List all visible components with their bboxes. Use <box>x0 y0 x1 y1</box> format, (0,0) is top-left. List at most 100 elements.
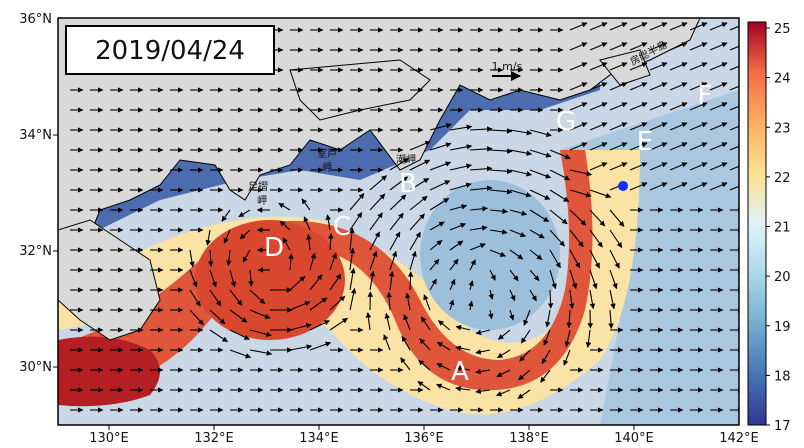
current-vector-arrow <box>289 275 306 291</box>
current-vector-arrow <box>389 231 401 251</box>
place-ashizuri: 足摺 <box>248 180 268 193</box>
current-vector-arrow <box>389 194 407 211</box>
current-vector-arrow <box>409 213 425 231</box>
current-vector-arrow <box>475 388 491 394</box>
current-vector-arrow <box>420 316 431 331</box>
current-vector-arrow <box>549 169 571 181</box>
current-vector-arrow <box>589 209 606 227</box>
current-vector-arrow <box>369 250 378 271</box>
current-vector-arrow <box>384 312 391 331</box>
current-vector-arrow <box>389 176 409 191</box>
current-vector-arrow <box>523 309 531 326</box>
current-vector-arrow <box>529 249 543 261</box>
current-vector-arrow <box>689 82 708 91</box>
current-vector-arrow <box>488 289 494 300</box>
date-label: 2019/04/24 <box>95 36 245 66</box>
region-letter-f: F <box>698 81 713 111</box>
current-vector-arrow <box>549 269 557 290</box>
colorbar-tick-label: 24 <box>774 72 791 87</box>
current-vector-arrow <box>589 229 603 248</box>
current-vector-arrow <box>509 229 527 237</box>
current-vector-arrow <box>309 252 317 271</box>
current-vector-arrow <box>189 249 195 268</box>
current-vector-arrow <box>709 82 728 91</box>
current-vector-arrow <box>709 182 728 191</box>
current-vector-arrow <box>301 198 311 211</box>
current-vector-arrow <box>429 278 437 291</box>
current-vector-arrow <box>649 162 668 171</box>
current-vector-arrow <box>419 338 431 351</box>
current-vector-arrow <box>289 323 312 331</box>
current-vector-arrow <box>449 299 455 311</box>
current-vector-arrow <box>469 225 488 231</box>
current-vector-arrow <box>509 149 533 156</box>
colorbar-tick-label: 25 <box>774 22 791 37</box>
current-vector-arrow <box>709 162 728 171</box>
current-vector-arrow <box>529 149 552 158</box>
current-vector-arrow <box>436 383 451 391</box>
region-letter-b: B <box>399 169 417 199</box>
current-vector-arrow <box>549 189 570 203</box>
current-vector-arrow <box>386 291 392 311</box>
current-vector-arrow <box>436 363 451 371</box>
current-vector-arrow <box>609 142 628 151</box>
current-vector-arrow <box>569 189 592 198</box>
current-vector-arrow <box>208 249 214 267</box>
x-tick-label: 140°E <box>614 431 654 446</box>
current-vector-arrow <box>669 142 688 151</box>
current-vector-arrow <box>497 349 511 359</box>
current-vector-arrow <box>329 295 346 311</box>
current-vector-arrow <box>589 82 608 91</box>
current-vector-arrow <box>209 329 228 343</box>
current-vector-arrow <box>609 229 623 248</box>
current-vector-arrow <box>288 253 294 271</box>
current-vector-arrow <box>689 62 708 71</box>
current-vector-arrow <box>449 182 472 191</box>
western-warm-pool <box>58 336 160 407</box>
current-vector-arrow <box>529 129 552 138</box>
current-vector-arrow <box>608 309 614 329</box>
current-vector-arrow <box>689 102 708 111</box>
current-vector-arrow <box>509 269 519 282</box>
buoy-marker <box>618 181 628 191</box>
current-vector-arrow <box>239 229 251 240</box>
current-vector-arrow <box>248 269 254 287</box>
current-vector-arrow <box>455 345 471 351</box>
current-vector-arrow <box>669 82 688 91</box>
boso-land <box>599 49 651 86</box>
current-vector-arrow <box>309 320 330 331</box>
current-vector-arrow <box>309 274 323 291</box>
current-vector-arrow <box>469 259 476 271</box>
current-vector-arrow <box>429 161 452 171</box>
current-vector-arrow <box>369 212 383 231</box>
current-vector-arrow <box>189 289 201 307</box>
current-vector-arrow <box>529 289 537 302</box>
current-vector-arrow <box>589 142 608 151</box>
current-vector-arrow <box>455 386 471 392</box>
current-vector-arrow <box>569 122 588 131</box>
current-vector-arrow <box>329 252 337 271</box>
current-vector-arrow <box>369 175 388 191</box>
current-vector-arrow <box>649 122 668 131</box>
velocity-scale-label: 1 m/s <box>492 60 523 73</box>
current-vector-arrow <box>329 317 348 331</box>
current-vector-arrow <box>429 180 451 191</box>
current-vector-arrow <box>566 309 572 329</box>
current-vector-arrow <box>282 237 291 251</box>
current-vector-arrow <box>569 142 588 151</box>
current-vector-arrow <box>669 22 688 31</box>
current-vector-arrow <box>509 309 515 321</box>
current-vector-arrow <box>609 209 625 227</box>
current-vector-arrow <box>455 325 471 331</box>
current-vector-arrow <box>549 149 571 160</box>
current-vector-arrow <box>400 357 411 371</box>
current-vector-arrow <box>449 223 467 231</box>
current-vector-arrow <box>306 233 312 251</box>
current-vector-arrow <box>409 159 431 171</box>
current-vector-arrow <box>469 165 493 172</box>
current-vector-arrow <box>509 289 516 302</box>
current-vector-arrow <box>229 309 248 323</box>
current-vector-arrow <box>469 126 493 132</box>
current-vector-arrow <box>549 229 565 247</box>
current-vector-arrow <box>709 122 728 131</box>
